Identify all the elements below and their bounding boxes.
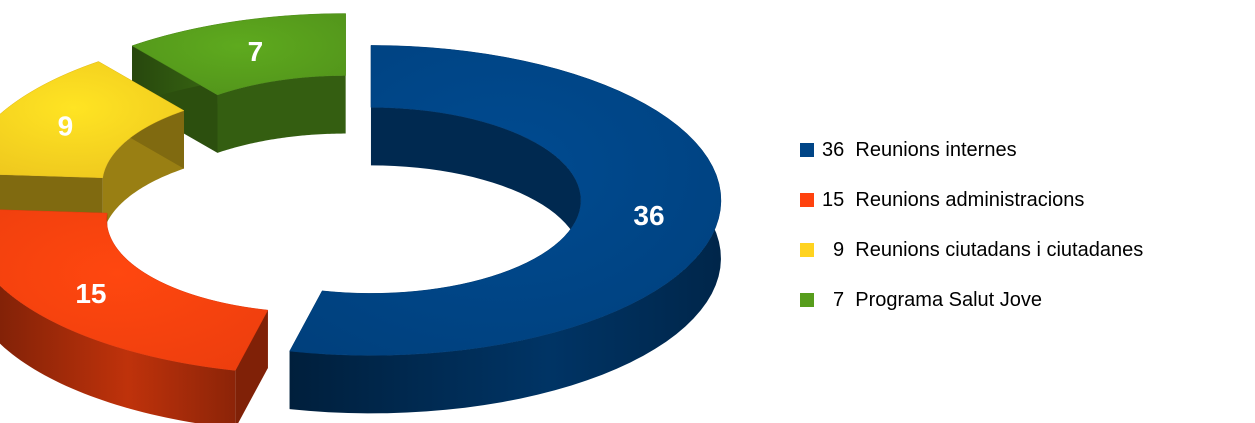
legend-item: 7 Programa Salut Jove xyxy=(800,288,1143,312)
slice-value-label: 9 xyxy=(58,111,74,142)
legend-label: Programa Salut Jove xyxy=(855,288,1043,311)
legend-label: Reunions ciutadans i ciutadanes xyxy=(855,238,1144,261)
legend-number: 7 xyxy=(833,288,845,311)
donut-slice xyxy=(131,13,346,96)
legend-gap xyxy=(844,289,855,312)
donut-slice xyxy=(0,61,185,179)
slice-value-label: 7 xyxy=(248,36,264,67)
legend-swatch xyxy=(800,143,814,157)
legend-number: 9 xyxy=(833,238,845,261)
legend-item: 15 Reunions administracions xyxy=(800,188,1143,212)
donut-top-layer xyxy=(0,13,722,371)
legend-number: 15 xyxy=(822,188,845,211)
legend-item: 9 Reunions ciutadans i ciutadanes xyxy=(800,238,1144,262)
slice-end-face xyxy=(235,310,268,423)
slice-value-label: 36 xyxy=(633,200,664,231)
legend-label: Reunions internes xyxy=(855,138,1017,161)
legend-swatch xyxy=(800,193,814,207)
slice-outer-wall xyxy=(0,285,236,423)
legend-number: 36 xyxy=(822,138,845,161)
legend-label: Reunions administracions xyxy=(855,188,1085,211)
donut-slice xyxy=(0,209,269,371)
chart-legend: 36 Reunions internes 15 Reunions adminis… xyxy=(800,138,1144,340)
legend-gap xyxy=(844,139,855,162)
donut-label-layer: 36 15 9 7 xyxy=(58,36,665,309)
legend-item: 36 Reunions internes xyxy=(800,138,1143,162)
legend-gap xyxy=(844,239,855,262)
legend-swatch xyxy=(800,243,814,257)
donut-slice xyxy=(289,45,722,356)
slice-inner-wall xyxy=(217,75,346,153)
legend-gap xyxy=(844,189,855,212)
legend-swatch xyxy=(800,293,814,307)
slice-value-label: 15 xyxy=(75,278,106,309)
